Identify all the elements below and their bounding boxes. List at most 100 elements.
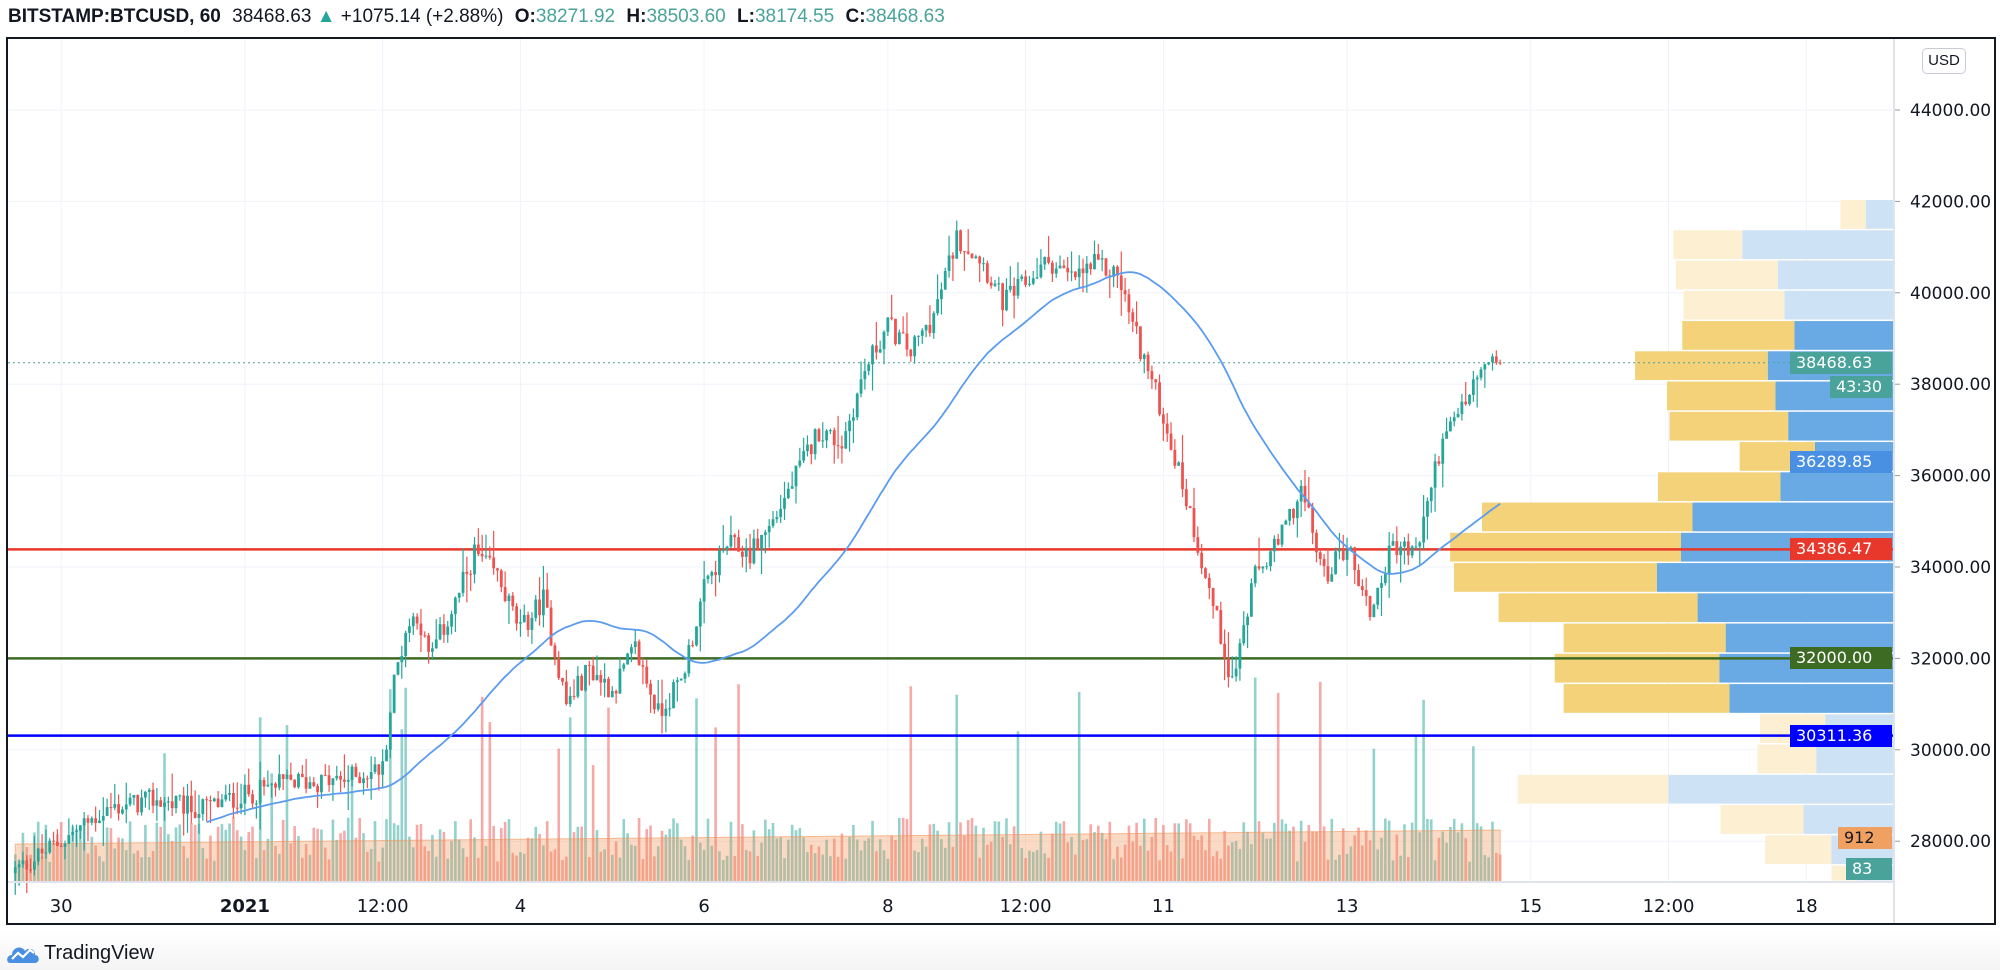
volume-bar [867,838,870,882]
volume-bar [607,707,610,882]
volume-bar [1012,826,1016,882]
volume-bar [1265,838,1269,882]
volume-bar [1441,831,1445,882]
candle-body [13,867,17,874]
candle-body [98,820,101,824]
volume-bar [614,841,618,882]
candle-body [48,840,52,853]
candle-body [52,840,55,842]
volume-bar [377,861,381,882]
currency-button[interactable]: USD [1922,48,1966,74]
volume-bar [132,853,136,882]
candle-body [1364,590,1368,597]
candle-body [1426,501,1429,517]
volume-bar [239,836,243,882]
volume-label: 83 [1846,858,1892,880]
volume-bar [312,827,316,882]
candle-body [1406,541,1410,556]
symbol-title[interactable]: BITSTAMP:BTCUSD, 60 [8,6,221,27]
tradingview-logo[interactable]: TradingView [6,940,154,966]
candle-body [419,623,423,636]
candle-body [128,797,132,805]
candle-body [476,544,480,555]
candle-body [645,666,649,684]
candles [8,220,1894,895]
candle-body [1483,364,1487,370]
volume-bar [1395,834,1399,882]
profile-down-bar [1498,593,1698,623]
candle-body [637,641,641,666]
volume-bar [67,837,71,882]
volume-bar [278,853,281,882]
candle-body [790,486,794,489]
volume-bar [369,848,373,882]
volume-bar [408,836,411,882]
candle-body [143,791,147,798]
volume-bar [1070,836,1073,882]
candle-body [1073,271,1077,278]
volume-bar [905,818,909,882]
volume-bar [993,821,997,882]
candle-body [1112,266,1116,277]
candle-body [1284,520,1288,525]
candle-body [243,784,247,804]
volume-bar [228,823,231,882]
volume-bar [1127,825,1131,882]
volume-bar [1452,818,1456,882]
volume-bar [1311,831,1314,882]
candle-body [1349,547,1353,550]
candle-body [373,764,377,773]
candle-body [1181,462,1184,490]
profile-up-bar [1777,260,1894,290]
volume-bar [400,729,404,882]
candle-body [67,834,71,844]
volume-bar [232,817,235,882]
candle-body [572,695,576,697]
profile-up-bar [1865,200,1894,229]
volume-bar [235,830,239,882]
candle-body [607,678,610,698]
volume-bar [1112,859,1115,882]
volume-bar [545,821,549,882]
candle-body [132,795,136,798]
volume-bar [117,837,120,882]
candle-body [94,818,98,824]
volume-bar [989,841,993,882]
moving-average [206,271,1501,823]
volume-bar [59,822,63,882]
candle-body [151,789,155,806]
volume-bar [1315,831,1318,882]
volume-bar [553,849,557,882]
volume-bar [997,821,1001,882]
candle-body [492,557,496,569]
volume-bar [262,850,266,882]
volume-bar [1219,858,1223,882]
blue-line-label: 30311.36 [1790,725,1892,747]
volume-bar [488,722,492,882]
volume-bar [1318,681,1322,882]
volume-bar [1108,821,1112,882]
candle-body [480,554,484,557]
volume-bar [1047,857,1050,882]
candle-body [1429,487,1433,502]
candle-body [1445,431,1448,439]
profile-down-bar [1683,290,1785,320]
candle-body [1104,258,1108,276]
volume-bar [1150,836,1154,882]
candle-body [438,624,442,640]
candle-body [1184,489,1188,507]
candle-body [905,333,909,350]
candle-body [840,446,844,449]
volume-bar [744,850,748,882]
candle-body [928,324,932,333]
candle-body [25,860,29,870]
horizontal-lines[interactable] [8,548,1894,737]
candle-body [75,830,78,832]
volume-bar [584,667,587,882]
candle-body [496,568,499,571]
volume-bar [572,832,576,882]
close-label: C: [845,6,866,27]
footer [0,930,2000,970]
countdown-label: 43:30 [1830,376,1892,398]
candle-body [595,674,599,681]
